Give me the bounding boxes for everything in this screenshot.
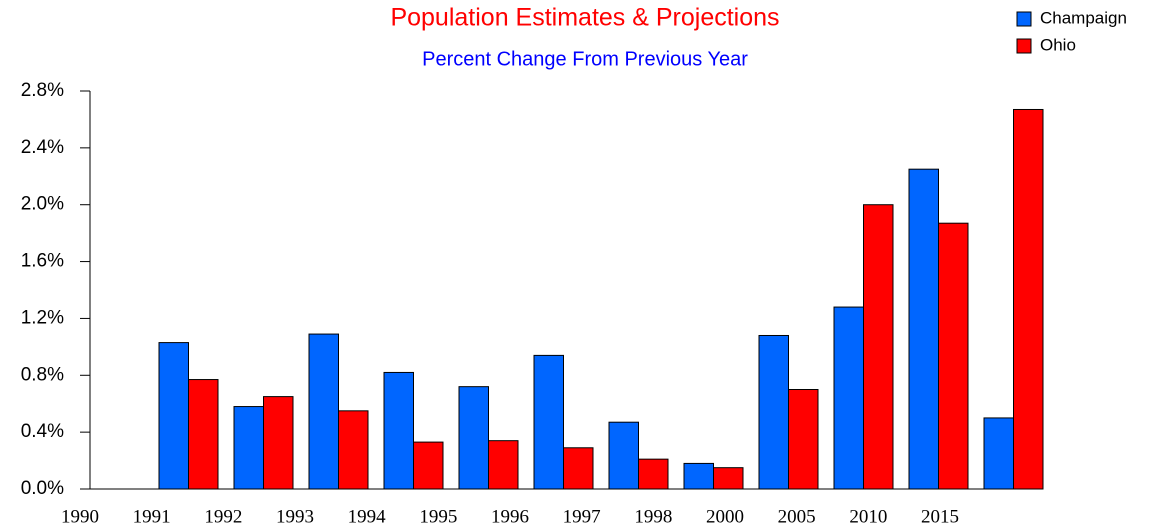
bar bbox=[263, 396, 294, 490]
y-tick-label: 2.4% bbox=[21, 137, 64, 158]
x-tick-label: 1995 bbox=[419, 506, 457, 527]
x-tick-label: 1996 bbox=[491, 506, 529, 527]
bar bbox=[713, 467, 744, 490]
bar bbox=[458, 386, 489, 490]
legend-swatch bbox=[1016, 38, 1032, 54]
bar bbox=[863, 204, 894, 490]
bar bbox=[233, 406, 264, 490]
bar bbox=[983, 417, 1014, 490]
bar bbox=[758, 334, 789, 490]
chart-title: Population Estimates & Projections bbox=[390, 4, 779, 32]
y-tick-label: 0.8% bbox=[21, 364, 64, 385]
bar bbox=[908, 168, 939, 490]
x-tick-label: 1998 bbox=[634, 506, 672, 527]
x-tick-label: 1990 bbox=[61, 506, 99, 527]
legend-label: Champaign bbox=[1040, 8, 1127, 27]
bar bbox=[683, 462, 714, 490]
bar bbox=[338, 410, 369, 490]
legend-swatch bbox=[1016, 11, 1032, 27]
y-tick-label: 2.8% bbox=[21, 80, 64, 101]
bar bbox=[563, 447, 594, 490]
x-tick-label: 1994 bbox=[348, 506, 387, 527]
bar bbox=[308, 333, 339, 490]
bar bbox=[158, 342, 189, 490]
bar bbox=[788, 389, 819, 490]
bar bbox=[608, 421, 639, 490]
y-tick-label: 2.0% bbox=[21, 194, 64, 215]
bar bbox=[413, 441, 444, 490]
bar bbox=[638, 458, 669, 490]
bar bbox=[938, 222, 969, 490]
y-tick-label: 1.6% bbox=[21, 251, 64, 272]
x-tick-label: 2010 bbox=[849, 506, 887, 527]
x-tick-label: 2015 bbox=[921, 506, 959, 527]
x-tick-label: 1997 bbox=[563, 506, 601, 527]
x-tick-label: 1993 bbox=[276, 506, 314, 527]
bar bbox=[488, 440, 519, 490]
y-tick-label: 0.4% bbox=[21, 421, 64, 442]
x-tick-label: 1991 bbox=[133, 506, 171, 527]
bar bbox=[188, 379, 219, 490]
y-tick-label: 0.0% bbox=[21, 478, 64, 499]
chart-subtitle: Percent Change From Previous Year bbox=[422, 48, 748, 70]
x-tick-label: 2000 bbox=[706, 506, 744, 527]
bar bbox=[383, 371, 414, 490]
bar bbox=[833, 306, 864, 490]
x-tick-label: 1992 bbox=[204, 506, 242, 527]
x-tick-label: 2005 bbox=[778, 506, 816, 527]
bar bbox=[533, 354, 564, 490]
legend-label: Ohio bbox=[1040, 35, 1076, 54]
y-tick-label: 1.2% bbox=[21, 307, 64, 328]
bar bbox=[1013, 108, 1044, 490]
